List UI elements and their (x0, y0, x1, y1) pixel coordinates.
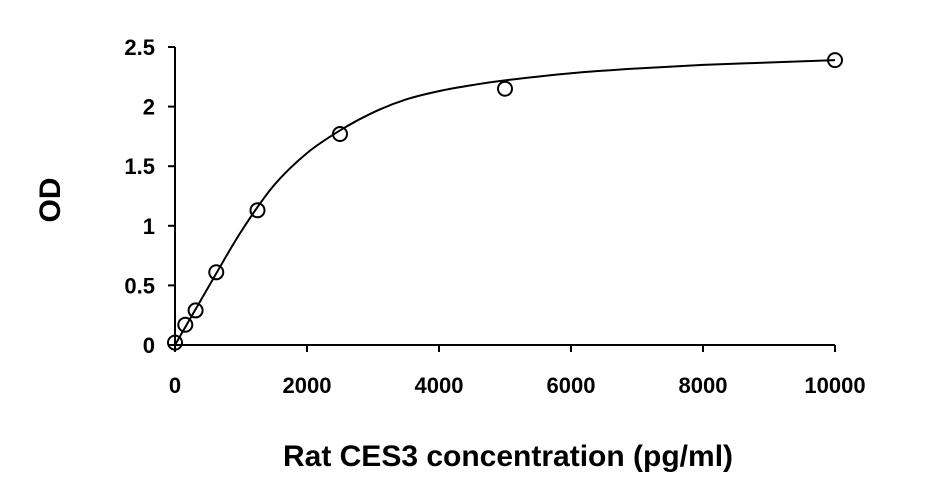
data-point (187, 302, 204, 319)
data-point (177, 316, 194, 333)
y-tick-label: 1.5 (124, 154, 155, 179)
y-tick-label: 1 (143, 214, 155, 239)
x-axis-ticks: 0 2000 4000 6000 8000 10000 (169, 345, 866, 398)
x-tick-label: 10000 (804, 373, 865, 398)
y-tick-label: 0 (143, 333, 155, 358)
y-tick-label: 0.5 (124, 273, 155, 298)
x-tick-label: 6000 (547, 373, 596, 398)
y-tick-label: 2 (143, 95, 155, 120)
fit-curve (174, 59, 836, 346)
x-tick-label: 0 (169, 373, 181, 398)
data-point (208, 264, 225, 281)
x-axis-title: Rat CES3 concentration (pg/ml) (283, 440, 733, 473)
y-axis-title: OD (34, 178, 67, 223)
y-axis-ticks: 0 0.5 1 1.5 2 2.5 (124, 35, 175, 358)
data-point (332, 126, 348, 143)
axes (174, 47, 835, 346)
x-tick-label: 8000 (679, 373, 728, 398)
data-point (167, 334, 183, 351)
x-tick-label: 4000 (415, 373, 464, 398)
data-point (249, 202, 266, 219)
x-tick-label: 2000 (283, 373, 332, 398)
data-point (497, 80, 513, 97)
y-tick-label: 2.5 (124, 35, 155, 60)
data-point (827, 52, 843, 69)
data-points (167, 52, 843, 351)
